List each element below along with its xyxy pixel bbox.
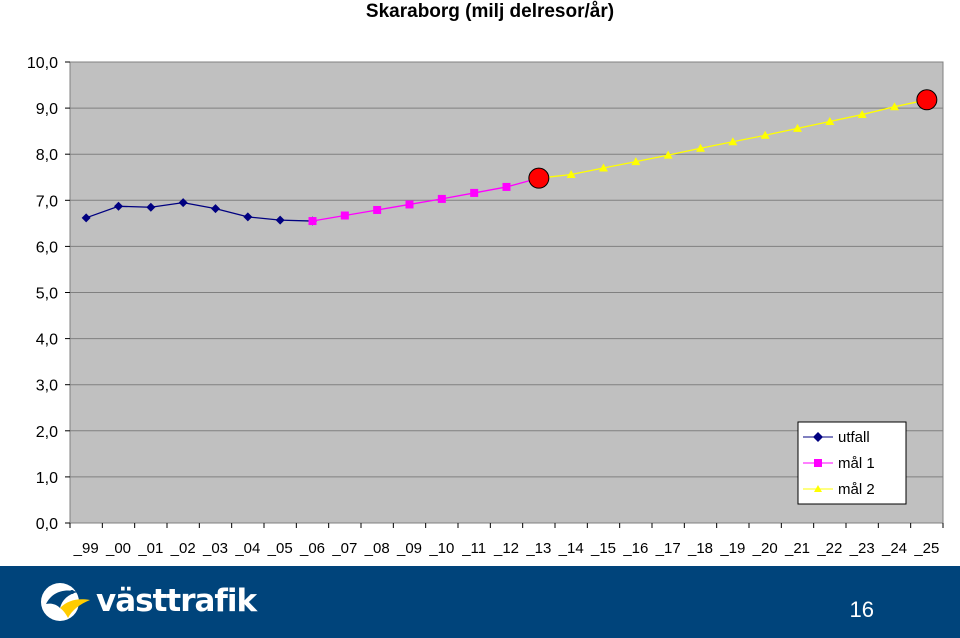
x-tick-label: _00	[105, 540, 131, 557]
x-tick-label: _05	[267, 540, 293, 557]
highlight-points	[528, 89, 938, 189]
x-tick-label: _09	[396, 540, 422, 557]
x-tick-label: _07	[331, 540, 357, 557]
series-2-point	[696, 143, 705, 152]
x-tick-label: _25	[913, 540, 939, 557]
series-2-point	[566, 169, 576, 178]
legend-utfall-label: utfall	[838, 429, 870, 446]
y-tick-label: 0,0	[36, 516, 58, 533]
x-tick-label: _06	[299, 540, 325, 557]
y-tick-label: 2,0	[36, 424, 58, 441]
x-tick-label: _22	[816, 540, 842, 557]
x-tick-label: _24	[881, 540, 907, 557]
x-tick-label: _17	[655, 540, 681, 557]
series-2-point	[663, 150, 673, 159]
series-1-point	[470, 188, 479, 197]
chart-title: Skaraborg (milj delresor/år)	[366, 1, 614, 22]
series-1-point	[373, 205, 382, 214]
series-1-point	[502, 182, 511, 191]
series-0-point	[146, 202, 156, 212]
series-0-point	[81, 213, 91, 223]
series-0-point	[275, 215, 285, 225]
legend-mal2-label: mål 2	[838, 481, 875, 498]
x-tick-label: _15	[590, 540, 616, 557]
y-tick-label: 9,0	[36, 101, 58, 118]
y-tick-label: 3,0	[36, 378, 58, 395]
x-tick-label: _18	[687, 540, 713, 557]
series-0-point	[114, 201, 123, 211]
x-tick-label: _01	[137, 540, 163, 557]
highlight-circle	[528, 167, 550, 189]
x-tick-label: _03	[202, 540, 228, 557]
x-axis-ticks: _99 _00 _01 _02 _03 _04 _05 _06 _07 _08 _09 _10 _11 _…	[69, 523, 944, 557]
y-tick-label: 7,0	[36, 193, 58, 210]
highlight-circle	[916, 89, 938, 111]
series-2-point	[728, 137, 738, 146]
x-tick-label: _13	[525, 540, 551, 557]
legend: utfall mål 1 mål 2	[797, 421, 907, 505]
legend-mal1-marker	[814, 459, 822, 467]
vasttrafik-bird-icon	[41, 583, 90, 621]
series-0-point	[243, 212, 253, 222]
footer-bar: västtrafik 16	[0, 566, 960, 638]
y-tick-label: 1,0	[36, 470, 58, 487]
x-tick-label: _04	[234, 540, 260, 557]
series-2-point	[793, 123, 802, 132]
y-tick-label: 10,0	[27, 55, 58, 72]
y-tick-label: 4,0	[36, 332, 58, 349]
series-0-line	[85, 201, 313, 222]
series-1-point	[405, 200, 414, 209]
vasttrafik-logo: västtrafik	[38, 578, 257, 624]
series-2-point	[631, 157, 641, 166]
series-0-point	[178, 198, 188, 208]
logo-text: västtrafik	[96, 583, 257, 619]
series-1-point	[340, 211, 349, 220]
x-tick-label: _14	[558, 540, 584, 557]
series-1-point	[437, 194, 446, 203]
y-tick-label: 8,0	[36, 147, 58, 164]
x-tick-label: _23	[849, 540, 875, 557]
series-2-point	[599, 163, 608, 172]
series-1-line	[312, 177, 540, 222]
x-tick-label: _19	[719, 540, 745, 557]
series-2-point	[890, 102, 899, 111]
series-2-point	[825, 116, 835, 125]
x-tick-label: _12	[493, 540, 519, 557]
series-0-point	[211, 204, 220, 214]
x-tick-label: _02	[170, 540, 196, 557]
y-axis-ticks: 0,0 1,0 2,0 3,0 4,0 5,0 6,0 7,0 8,0 9,0 10,0	[27, 55, 70, 533]
legend-utfall-marker	[813, 432, 823, 442]
legend-mal2-marker	[814, 485, 822, 492]
series-1-point	[308, 217, 317, 226]
line-chart: Skaraborg (milj delresor/år) 0,0 1,0 2,0 3,…	[27, 1, 944, 557]
series-2-point	[857, 110, 867, 119]
x-tick-label: _08	[364, 540, 390, 557]
x-tick-label: _21	[784, 540, 810, 557]
x-tick-label: _10	[428, 540, 454, 557]
page-number: 16	[849, 597, 874, 622]
x-tick-label: _11	[461, 540, 486, 557]
x-tick-label: _20	[752, 540, 778, 557]
y-tick-label: 6,0	[36, 239, 58, 256]
series-2-point	[760, 130, 770, 139]
x-tick-label: _99	[73, 540, 99, 557]
y-tick-label: 5,0	[36, 286, 58, 303]
legend-mal1-label: mål 1	[838, 455, 875, 472]
x-tick-label: _16	[622, 540, 648, 557]
